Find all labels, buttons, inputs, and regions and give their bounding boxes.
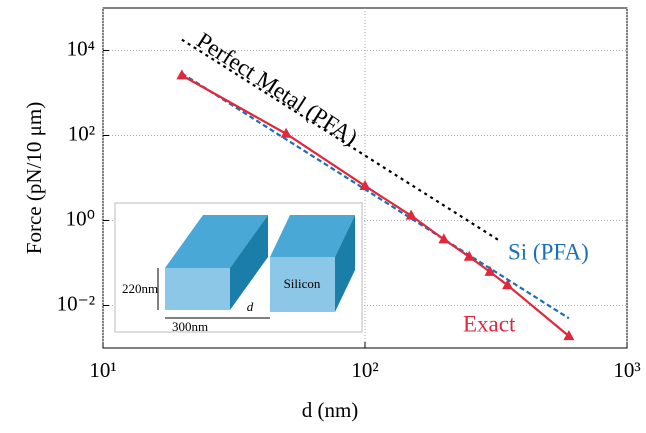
marker [438, 233, 450, 244]
marker [280, 127, 292, 138]
beam-side [230, 215, 268, 310]
beam-front [270, 257, 335, 312]
inset-label: 220nm [122, 281, 158, 296]
y-tick-label: 10² [68, 121, 95, 145]
marker [484, 265, 496, 276]
inset-label: d [247, 299, 254, 314]
marks [176, 38, 575, 341]
annotation: Exact [463, 311, 516, 336]
inset: 220nm 300nm d Silicon [114, 202, 363, 334]
marker [563, 330, 575, 341]
marker [502, 279, 514, 290]
series-line [181, 72, 570, 320]
inset-label: 300nm [172, 319, 208, 334]
y-axis-label: Force (pN/10 μm) [22, 102, 46, 254]
x-tick-label: 10³ [613, 358, 640, 382]
marker [359, 179, 371, 190]
inset-label: Silicon [284, 276, 321, 291]
beam-side [335, 215, 355, 312]
x-tick-label: 10¹ [89, 358, 116, 382]
marker [405, 209, 417, 220]
annotation: Si (PFA) [508, 239, 589, 264]
marker [176, 69, 188, 80]
x-tick-label: 10² [351, 358, 378, 382]
x-axis-label: d (nm) [302, 398, 359, 422]
marker [463, 250, 475, 261]
y-tick-label: 10⁴ [67, 36, 95, 60]
beam-front [165, 268, 230, 310]
beam-top [165, 215, 268, 268]
y-tick-label: 10⁻² [57, 291, 95, 315]
beam-top [270, 215, 355, 257]
y-tick-label: 10⁰ [66, 206, 95, 230]
